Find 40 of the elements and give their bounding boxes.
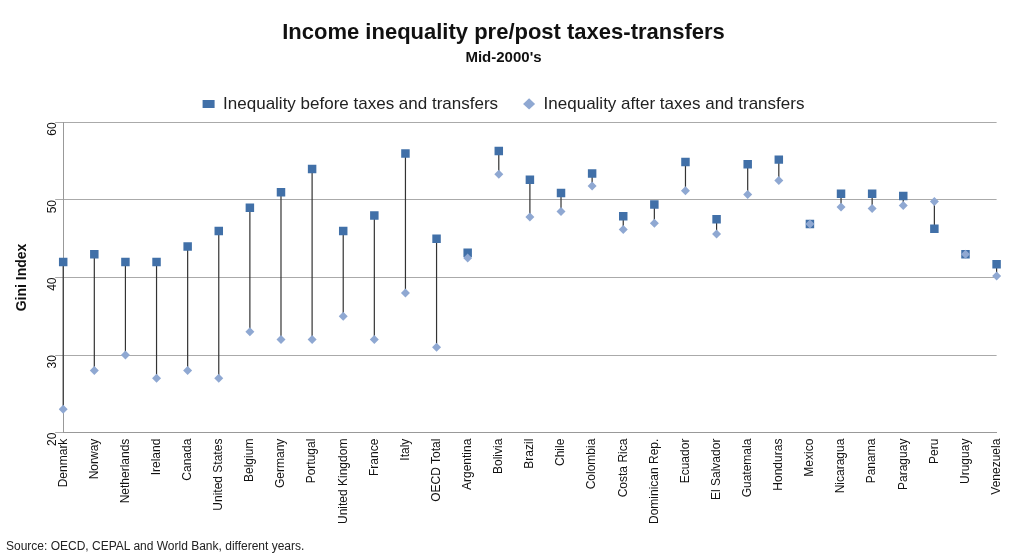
x-tick-label: United Kingdom (335, 438, 350, 525)
y-tick-label: 60 (44, 122, 59, 136)
x-tick-label: France (366, 438, 381, 476)
x-tick-label: Costa Rica (615, 438, 630, 498)
x-tick-label: Italy (397, 438, 412, 461)
x-tick-label: Portugal (304, 438, 319, 484)
x-tick-label: Guatemala (740, 438, 755, 498)
x-tick-label: Mexico (802, 438, 817, 477)
x-tick-label: Peru (926, 438, 941, 464)
x-tick-label: Panama (864, 438, 879, 484)
x-tick-label: Germany (273, 438, 288, 488)
y-tick-label: 30 (44, 354, 59, 369)
x-tick-label: Ecuador (677, 438, 692, 484)
x-tick-label: Canada (179, 438, 194, 481)
x-tick-label: Colombia (584, 438, 599, 490)
x-tick-label: Chile (553, 438, 568, 466)
x-tick-label: El Salvador (708, 438, 723, 500)
x-tick-label: Dominican Rep. (646, 438, 661, 524)
chart-title: Income inequality pre/post taxes-transfers (282, 19, 725, 45)
x-tick-label: OECD Total (428, 438, 443, 502)
legend-label: Inequality before taxes and transfers (223, 93, 499, 113)
x-tick-label: United States (211, 438, 226, 511)
x-tick-label: Uruguay (957, 438, 972, 484)
x-tick-label: Norway (86, 438, 101, 480)
x-tick-label: Bolivia (491, 438, 506, 474)
y-tick-label: 40 (44, 277, 59, 291)
x-tick-label: Belgium (242, 438, 257, 482)
x-tick-label: Venezuela (988, 438, 1003, 495)
x-tick-label: Netherlands (117, 438, 132, 504)
chart-subtitle: Mid-2000's (465, 47, 542, 65)
y-tick-label: 50 (44, 199, 59, 214)
x-tick-label: Honduras (771, 438, 786, 491)
x-tick-label: Paraguay (895, 438, 910, 490)
x-tick-label: Ireland (148, 438, 163, 476)
y-axis-title: Gini Index (13, 243, 30, 312)
source-note: Source: OECD, CEPAL and World Bank, different years. (6, 539, 305, 553)
x-tick-label: Argentina (459, 438, 474, 490)
x-tick-label: Brazil (522, 438, 537, 469)
x-tick-label: Nicaragua (833, 438, 848, 494)
legend-label: Inequality after taxes and transfers (543, 93, 805, 113)
